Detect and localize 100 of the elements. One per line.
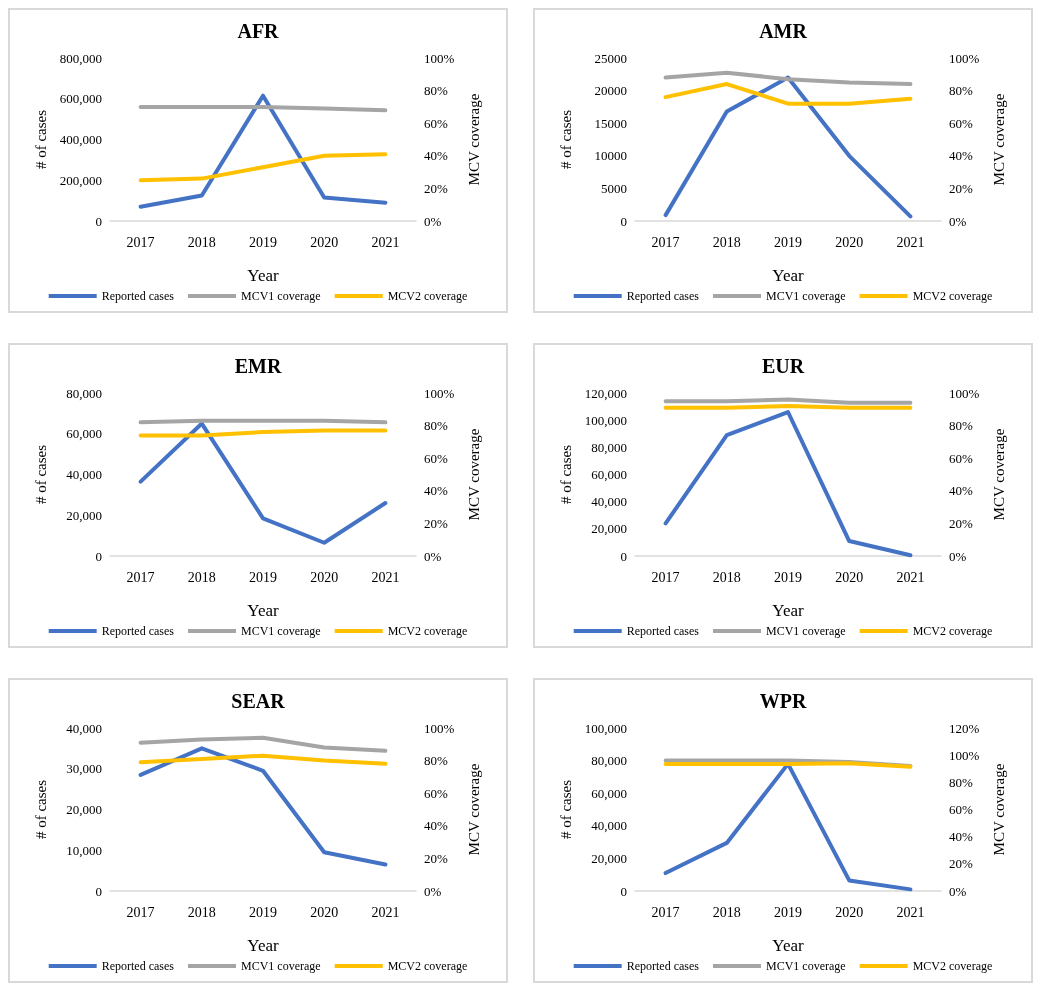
y2-tick-label: 40%	[424, 148, 448, 164]
x-tick-label: 2018	[712, 569, 741, 585]
legend-label: MCV1 coverage	[241, 289, 321, 303]
y2-tick-label: 80%	[424, 83, 448, 99]
x-tick-label: 2021	[896, 569, 925, 585]
line-series	[663, 70, 913, 87]
y-tick-label: 0	[620, 883, 627, 899]
y2-tick-label: 80%	[949, 774, 973, 790]
y-tick-label: 30,000	[66, 761, 102, 777]
x-tick-label: 2020	[310, 904, 339, 920]
y-tick-label: 60,000	[66, 426, 102, 442]
y-tick-label: 80,000	[66, 385, 102, 401]
y2-tick-label: 100%	[424, 50, 455, 66]
legend-label: MCV2 coverage	[387, 624, 468, 638]
y-tick-label: 100,000	[584, 720, 627, 736]
legend-label: MCV2 coverage	[912, 959, 993, 973]
y2-tick-label: 80%	[424, 418, 448, 434]
y-tick-label: 0	[95, 883, 102, 899]
y2-tick-label: 100%	[949, 50, 980, 66]
y2-tick-label: 40%	[424, 483, 448, 499]
line-series	[138, 152, 388, 183]
y-tick-label: 10,000	[66, 842, 102, 858]
x-tick-label: 2017	[126, 569, 155, 585]
legend-label: MCV1 coverage	[241, 624, 321, 638]
legend-label: Reported cases	[101, 959, 175, 973]
y2-tick-label: 100%	[424, 385, 455, 401]
y-axis-title: # of cases	[32, 779, 49, 840]
x-tick-label: 2018	[712, 234, 741, 250]
y2-tick-label: 100%	[949, 747, 980, 763]
y2-tick-label: 40%	[949, 829, 973, 845]
y-axis-title: # of cases	[32, 109, 49, 170]
y-tick-label: 0	[620, 213, 627, 229]
legend-label: MCV1 coverage	[241, 959, 321, 973]
y2-tick-label: 40%	[949, 483, 973, 499]
y2-axis-title: MCV coverage	[990, 428, 1007, 521]
x-tick-label: 2021	[896, 904, 925, 920]
chart-title: WPR	[759, 690, 807, 712]
legend-label: MCV2 coverage	[387, 959, 468, 973]
x-tick-label: 2017	[126, 904, 155, 920]
x-tick-label: 2018	[712, 904, 741, 920]
y-tick-label: 10000	[594, 148, 627, 164]
x-tick-label: 2021	[371, 569, 400, 585]
y-tick-label: 25000	[594, 50, 627, 66]
y2-tick-label: 40%	[424, 818, 448, 834]
y-axis-title: # of cases	[557, 779, 574, 840]
y-tick-label: 0	[620, 548, 627, 564]
line-series	[138, 735, 388, 753]
y2-tick-label: 20%	[424, 180, 448, 196]
x-tick-label: 2020	[310, 569, 339, 585]
legend-label: MCV2 coverage	[387, 289, 468, 303]
y-tick-label: 15000	[594, 115, 627, 131]
line-series	[138, 421, 388, 545]
chart-title: AFR	[237, 20, 280, 42]
legend-label: MCV2 coverage	[912, 624, 993, 638]
line-series	[138, 746, 388, 867]
legend-label: MCV1 coverage	[766, 959, 846, 973]
y2-tick-label: 0%	[424, 213, 442, 229]
y-tick-label: 800,000	[59, 50, 102, 66]
y2-axis-title: MCV coverage	[465, 93, 482, 186]
y-tick-label: 20000	[594, 83, 627, 99]
x-tick-label: 2018	[187, 904, 216, 920]
line-series	[138, 753, 388, 766]
line-series	[663, 75, 913, 219]
legend-label: MCV1 coverage	[766, 289, 846, 303]
y-tick-label: 40,000	[591, 494, 627, 510]
y-axis-title: # of cases	[32, 444, 49, 505]
y2-tick-label: 60%	[424, 450, 448, 466]
line-series	[138, 93, 388, 209]
y-tick-label: 0	[95, 548, 102, 564]
chart-title: AMR	[759, 20, 808, 42]
y2-tick-label: 0%	[424, 883, 442, 899]
y-tick-label: 20,000	[591, 850, 627, 866]
y2-tick-label: 0%	[424, 548, 442, 564]
y2-tick-label: 0%	[949, 548, 967, 564]
y-axis-title: # of cases	[557, 444, 574, 505]
legend-label: Reported cases	[101, 624, 175, 638]
x-tick-label: 2017	[651, 234, 680, 250]
legend-label: MCV2 coverage	[912, 289, 993, 303]
y-tick-label: 0	[95, 213, 102, 229]
y-tick-label: 40,000	[66, 720, 102, 736]
x-tick-label: 2018	[187, 569, 216, 585]
y-tick-label: 20,000	[66, 507, 102, 523]
y2-tick-label: 60%	[949, 115, 973, 131]
y2-axis-title: MCV coverage	[990, 93, 1007, 186]
x-tick-label: 2017	[126, 234, 155, 250]
line-series	[663, 82, 913, 106]
y2-tick-label: 60%	[424, 785, 448, 801]
x-tick-label: 2019	[774, 569, 802, 585]
y-tick-label: 60,000	[591, 785, 627, 801]
line-series	[663, 410, 913, 558]
y2-tick-label: 100%	[424, 720, 455, 736]
y-tick-label: 60,000	[591, 467, 627, 482]
x-axis-title: Year	[247, 266, 279, 285]
y2-tick-label: 100%	[949, 385, 980, 401]
chart-title: EMR	[234, 355, 282, 377]
x-tick-label: 2021	[371, 904, 400, 920]
x-axis-title: Year	[772, 936, 804, 955]
x-tick-label: 2020	[835, 569, 864, 585]
x-tick-label: 2019	[249, 234, 277, 250]
y-tick-label: 400,000	[59, 132, 102, 147]
